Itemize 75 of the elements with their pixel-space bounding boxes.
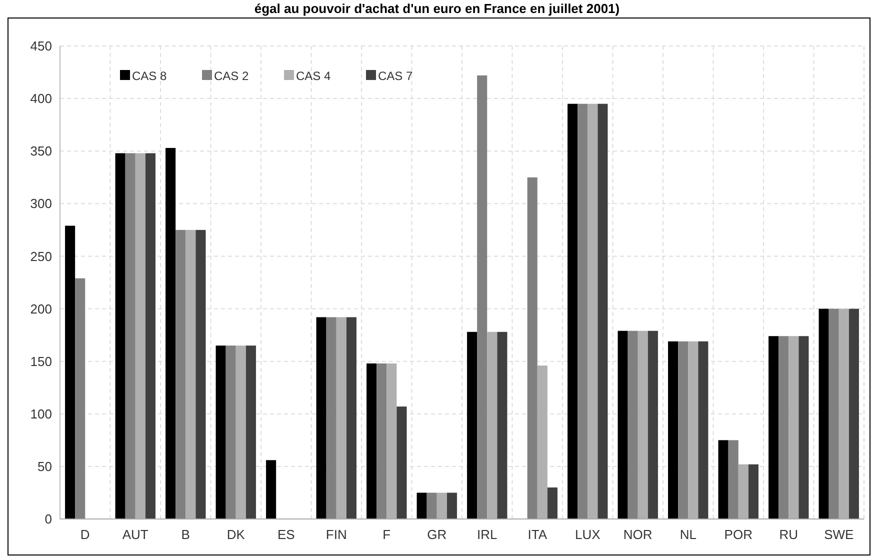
- x-tick-label: FIN: [326, 527, 347, 542]
- bar: [718, 440, 728, 519]
- bar: [477, 75, 488, 519]
- bar: [75, 278, 86, 519]
- y-tick-label: 150: [30, 354, 52, 369]
- bar: [416, 492, 427, 519]
- y-tick-label: 300: [30, 196, 52, 212]
- bar: [366, 363, 377, 519]
- bar: [768, 336, 779, 519]
- bar: [618, 330, 628, 519]
- x-tick-label: AUT: [122, 527, 148, 542]
- bar: [648, 330, 658, 519]
- legend-label: CAS 2: [214, 69, 250, 84]
- x-tick-label: SWE: [824, 527, 854, 542]
- bar: [798, 336, 809, 519]
- bar: [828, 308, 839, 519]
- bar: [848, 308, 859, 519]
- y-tick-label: 0: [44, 512, 52, 527]
- x-tick-label: NOR: [623, 527, 652, 542]
- legend-label: CAS 4: [296, 69, 332, 84]
- x-tick-label: POR: [724, 527, 752, 542]
- y-tick-label: 350: [30, 144, 52, 159]
- bar: [578, 104, 588, 519]
- y-tick-label: 450: [30, 38, 52, 54]
- bar: [125, 153, 136, 519]
- bar: [176, 230, 186, 519]
- y-tick-label: 250: [30, 248, 52, 264]
- x-tick-label: RU: [779, 527, 798, 542]
- x-tick-label: B: [181, 527, 190, 542]
- bar: [396, 406, 407, 519]
- x-tick-label: GR: [427, 527, 447, 542]
- bar: [326, 317, 336, 519]
- x-tick-label: D: [80, 527, 90, 542]
- bar: [748, 464, 758, 519]
- x-tick-label: F: [382, 527, 391, 542]
- x-tick-label: ITA: [528, 527, 548, 542]
- y-tick-label: 200: [30, 301, 52, 316]
- y-tick-label: 50: [38, 458, 52, 474]
- x-tick-label: ES: [277, 527, 296, 542]
- bar: [497, 332, 508, 519]
- bar: [547, 487, 558, 519]
- bar: [678, 341, 688, 519]
- bar: [346, 317, 356, 519]
- bar: [316, 317, 326, 519]
- bar: [266, 460, 276, 519]
- bar: [698, 341, 708, 519]
- bar: [778, 336, 789, 519]
- bar: [166, 148, 176, 519]
- y-tick-label: 100: [30, 406, 52, 422]
- bar: [426, 492, 437, 519]
- legend-label: CAS 8: [132, 69, 168, 84]
- bar: [568, 104, 578, 519]
- y-tick-label: 400: [30, 91, 52, 106]
- bar: [226, 346, 236, 519]
- bar: [196, 230, 206, 519]
- bar: [376, 363, 387, 519]
- bar: [65, 226, 76, 519]
- chart-title: égal au pouvoir d'achat d'un euro en France en juillet 2001): [254, 1, 620, 16]
- legend-label: CAS 7: [378, 69, 414, 84]
- bar: [728, 440, 738, 519]
- bar: [115, 153, 126, 519]
- bar: [668, 341, 678, 519]
- x-tick-label: DK: [226, 527, 246, 542]
- bar: [246, 346, 256, 519]
- bar: [145, 153, 156, 519]
- bar: [527, 177, 538, 519]
- bar: [446, 492, 457, 519]
- x-tick-label: IRL: [477, 527, 498, 542]
- x-tick-label: NL: [680, 527, 696, 542]
- bar: [628, 330, 638, 519]
- bar: [818, 308, 829, 519]
- bar: [598, 104, 608, 519]
- bar: [467, 332, 478, 519]
- x-tick-label: LUX: [574, 527, 601, 542]
- bar: [216, 346, 226, 519]
